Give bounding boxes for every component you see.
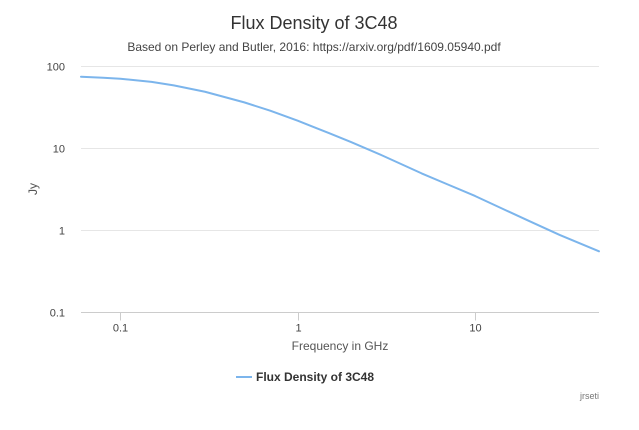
y-tick-label: 100 — [47, 62, 65, 74]
x-axis-tick-marks — [120, 312, 476, 321]
chart-title: Flux Density of 3C48 — [230, 13, 397, 33]
legend-series-label: Flux Density of 3C48 — [256, 370, 374, 384]
y-axis-title: Jy — [26, 183, 40, 195]
y-axis-tick-labels: 100 10 1 0.1 — [47, 62, 65, 320]
chart-credit[interactable]: jrseti — [579, 391, 599, 401]
series-line[interactable] — [80, 75, 600, 253]
grid-lines — [81, 66, 599, 313]
y-tick-label: 1 — [59, 226, 65, 238]
chart-subtitle: Based on Perley and Butler, 2016: https:… — [127, 40, 501, 54]
x-axis-title: Frequency in GHz — [292, 339, 389, 353]
y-tick-label: 10 — [53, 144, 65, 156]
x-tick-label: 1 — [295, 323, 301, 335]
x-tick-label: 0.1 — [113, 323, 128, 335]
x-axis-tick-labels: 0.1 1 10 — [113, 323, 482, 335]
legend[interactable]: Flux Density of 3C48 — [236, 370, 374, 384]
series-layer — [80, 75, 600, 253]
y-tick-label: 0.1 — [50, 308, 65, 320]
x-tick-label: 10 — [469, 323, 481, 335]
